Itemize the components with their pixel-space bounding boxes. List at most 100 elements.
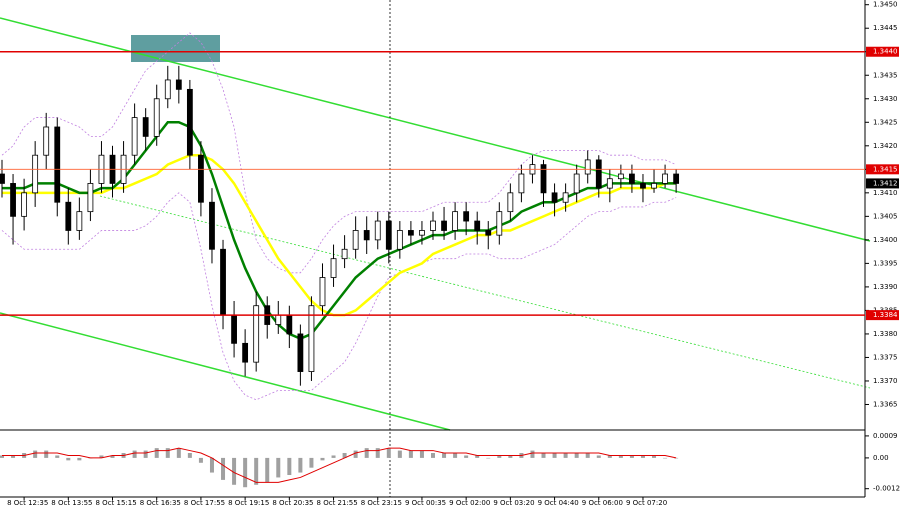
y-tick-label: 1.3365 xyxy=(873,400,898,408)
trend-line xyxy=(0,312,451,431)
histogram-bar xyxy=(243,457,248,488)
x-tick-label: 8 Oct 21:55 xyxy=(317,499,358,507)
histogram-bar xyxy=(221,457,226,480)
price-label: 1.3384 xyxy=(873,311,898,319)
histogram-bar xyxy=(176,448,181,458)
histogram-bar xyxy=(574,453,579,458)
candle-body xyxy=(629,173,635,184)
histogram-bar xyxy=(287,457,292,476)
histogram-bar xyxy=(309,457,314,468)
x-tick-label: 9 Oct 04:40 xyxy=(538,499,579,507)
price-label-box xyxy=(866,178,899,189)
histogram-bar xyxy=(453,453,458,458)
candle-body xyxy=(209,201,215,250)
candle-body xyxy=(485,230,492,236)
candle-body xyxy=(131,117,138,156)
histogram-bar xyxy=(585,453,590,458)
candle-body xyxy=(496,211,503,236)
y-tick-label: 1.3450 xyxy=(873,1,898,9)
candle-body xyxy=(662,173,668,184)
histogram-bar xyxy=(640,455,645,458)
histogram-bar xyxy=(486,457,491,459)
candle-body xyxy=(198,154,204,203)
band-line xyxy=(1,192,677,401)
histogram-bar xyxy=(364,448,369,458)
y-tick-label: 1.3390 xyxy=(873,283,898,291)
candle-body xyxy=(76,211,83,231)
candle-body xyxy=(164,79,171,100)
candle-body xyxy=(153,98,160,137)
histogram-bar xyxy=(298,457,303,473)
candle-body xyxy=(562,192,569,203)
histogram-bar xyxy=(442,453,447,458)
histogram-bar xyxy=(132,450,137,458)
y-tick-label: 1.3375 xyxy=(873,353,898,361)
histogram-bar xyxy=(276,457,281,478)
candle-body xyxy=(87,183,94,213)
signal-line xyxy=(2,447,677,483)
histogram-bar xyxy=(320,457,325,461)
histogram-bar xyxy=(331,455,336,458)
y-tick-label: 1.3425 xyxy=(873,118,898,126)
x-tick-label: 8 Oct 23:15 xyxy=(361,499,402,507)
candle-body xyxy=(308,305,315,372)
histogram-bar xyxy=(342,453,347,458)
candle-body xyxy=(452,211,459,231)
candle-body xyxy=(507,192,514,213)
y-tick-label: 1.3400 xyxy=(873,236,898,244)
candle-body xyxy=(551,192,558,203)
candle-body xyxy=(617,173,624,180)
price-label-box xyxy=(866,46,899,57)
y-tick-label: 0.00 xyxy=(873,454,889,462)
histogram-bar xyxy=(596,455,601,458)
candle-body xyxy=(175,79,182,90)
histogram-bar xyxy=(419,450,424,458)
y-tick-label: 1.3405 xyxy=(873,212,898,220)
histogram-bar xyxy=(552,453,557,458)
y-tick-label: 1.3420 xyxy=(873,142,898,150)
candle-body xyxy=(573,173,580,194)
band-line xyxy=(1,32,677,274)
candle-body xyxy=(374,220,381,241)
x-tick-label: 8 Oct 15:15 xyxy=(96,499,137,507)
price-label: 1.3412 xyxy=(873,179,898,187)
histogram-bar xyxy=(44,450,49,458)
histogram-bar xyxy=(618,455,623,458)
histogram-bar xyxy=(55,455,60,458)
zone-box xyxy=(131,35,220,62)
candle-body xyxy=(363,230,370,241)
histogram-bar xyxy=(232,457,237,485)
histogram-bar xyxy=(607,455,612,458)
candle-body xyxy=(21,192,28,217)
candle-body xyxy=(419,230,425,236)
histogram-bar xyxy=(209,457,214,473)
x-tick-label: 8 Oct 17:55 xyxy=(184,499,225,507)
candle-body xyxy=(10,183,16,217)
histogram-bar xyxy=(464,455,469,458)
histogram-bar xyxy=(165,448,170,458)
histogram-bar xyxy=(475,455,480,458)
candle-body xyxy=(606,178,613,189)
candle-body xyxy=(253,305,260,363)
y-tick-label: 0.0009 xyxy=(873,432,898,440)
candle-body xyxy=(396,230,403,250)
histogram-bar xyxy=(663,457,668,459)
histogram-bar xyxy=(198,457,203,463)
histogram-bar xyxy=(408,450,413,458)
candle-body xyxy=(297,333,304,372)
candle-body xyxy=(32,154,39,194)
y-tick-label: -0.00126 xyxy=(873,485,900,493)
candle-body xyxy=(286,314,293,335)
candle-body xyxy=(651,183,657,189)
x-tick-label: 8 Oct 13:55 xyxy=(51,499,92,507)
candle-body xyxy=(275,314,282,325)
candle-body xyxy=(54,126,61,203)
price-label: 1.3415 xyxy=(873,165,898,173)
candle-body xyxy=(242,342,249,363)
y-tick-label: 1.3370 xyxy=(873,377,898,385)
price-label-box xyxy=(866,310,899,321)
candle-body xyxy=(186,88,193,156)
histogram-bar xyxy=(110,455,115,458)
price-label: 1.3440 xyxy=(873,48,898,56)
histogram-bar xyxy=(154,448,159,458)
